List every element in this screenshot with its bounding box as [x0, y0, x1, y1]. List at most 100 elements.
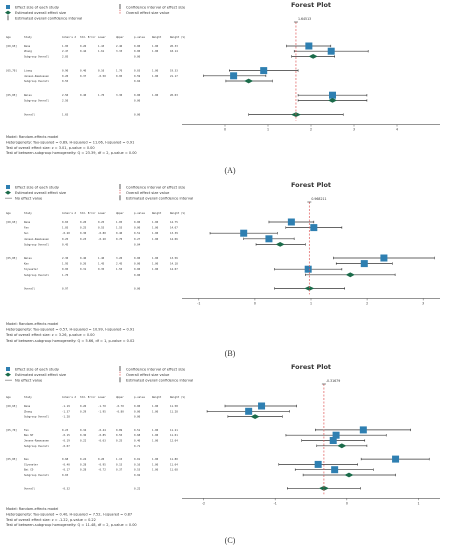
row-value: 0.65: [62, 220, 69, 224]
row-study-label: Kao: [24, 262, 29, 266]
forest-panel-c: Forest Plot Effect size of each study Esti…: [0, 362, 460, 550]
row-value: 1.00: [152, 93, 159, 97]
footer-text: Test of overall effect size: z = 3.01, p…: [5, 146, 95, 150]
row-value: 0.00: [134, 415, 141, 419]
row-value: 2.45: [116, 262, 123, 266]
row-value: 0.55: [98, 226, 105, 230]
subgroup-diamond-marker: [275, 242, 285, 247]
row-group-label: [65,85]: [6, 457, 17, 461]
row-study-label: Zhang: [24, 49, 32, 53]
study-effect-marker: [359, 426, 367, 434]
row-value: 1.45: [98, 262, 105, 266]
legend-label: Confidence interval of effect size: [126, 186, 186, 190]
row-value: -1.70: [98, 404, 106, 408]
row-value: 0.37: [80, 74, 87, 78]
row-value: 2.30: [62, 256, 69, 260]
column-header: Lower: [98, 395, 106, 399]
chart-title: Forest Plot: [291, 181, 331, 189]
column-header: Weight (%): [170, 35, 186, 39]
row-value: 1.70: [98, 93, 105, 97]
footer-text: Model: Random-effects model: [6, 135, 58, 139]
row-group-label: [60,65]: [6, 220, 17, 224]
column-header: Cohen's d: [62, 211, 76, 215]
row-value: 1.00: [152, 433, 159, 437]
study-effect-marker: [314, 460, 322, 468]
row-value: 2.05: [62, 54, 69, 58]
row-value: 0.70: [116, 237, 123, 241]
row-value: 0.37: [116, 468, 123, 472]
footer-text: Model: Random-effects model: [6, 507, 58, 511]
row-study-label: Subgroup Overall: [24, 98, 49, 102]
row-value: 0.90: [62, 69, 69, 73]
x-tick-label: -2: [202, 501, 205, 505]
row-value: 11.58: [170, 404, 178, 408]
row-study-label: Jensen-Rasmussen: [24, 439, 49, 443]
row-value: 1.00: [152, 262, 159, 266]
row-value: 1.40: [98, 256, 105, 260]
row-value: 1.00: [152, 468, 159, 472]
x-tick-label: 0: [346, 501, 348, 505]
x-tick-label: 0: [224, 128, 226, 132]
row-value: 0.25: [62, 237, 69, 241]
column-header: Age: [6, 211, 11, 215]
row-value: 0.34: [80, 428, 87, 432]
row-value: -1.28: [62, 415, 70, 419]
study-effect-marker: [305, 42, 313, 50]
x-tick-label: -1: [197, 301, 200, 305]
footer-text: Test of between-subgroup homogeneity: Q …: [5, 523, 137, 527]
row-value: 1.00: [152, 69, 159, 73]
legend-diamond-icon: [5, 372, 11, 377]
overall-effect-value: -0.31679: [326, 379, 340, 383]
row-value: 0.25: [98, 220, 105, 224]
row-value: 1.00: [152, 409, 159, 413]
study-effect-marker: [287, 218, 295, 226]
legend-diamond-icon: [5, 10, 11, 15]
study-effect-marker: [329, 437, 337, 444]
row-value: 0.25: [116, 439, 123, 443]
row-value: 1.00: [152, 231, 159, 235]
overall-diamond-marker: [304, 286, 315, 291]
x-tick-label: -1: [274, 501, 277, 505]
subgroup-diamond-marker: [308, 54, 318, 59]
row-study-label: Zhang: [24, 409, 32, 413]
row-value: 20.03: [170, 93, 178, 97]
row-value: 0.40: [116, 231, 123, 235]
subgroup-diamond-marker: [250, 414, 260, 419]
x-tick-label: 3: [422, 301, 424, 305]
row-value: 0.31: [80, 267, 87, 271]
row-value: 0.26: [80, 404, 87, 408]
subgroup-diamond-marker: [328, 98, 337, 103]
panel-label-c: (C): [224, 536, 236, 545]
row-study-label: Rana: [24, 220, 31, 224]
legend-label: Estimated overall confidence interval: [126, 197, 193, 201]
row-value: 2.47: [62, 49, 69, 53]
row-value: 0.00: [134, 256, 141, 260]
row-value: -0.20: [62, 231, 70, 235]
row-value: 11.68: [170, 468, 178, 472]
study-effect-marker: [304, 265, 312, 273]
row-value: 14.07: [170, 267, 178, 271]
row-study-label: Weiss: [24, 256, 32, 260]
row-group-label: [60,65]: [6, 404, 17, 408]
footer-text: Heterogeneity: Tau-squared = 0.89, H-squ…: [6, 140, 134, 144]
column-header: Upper: [116, 395, 124, 399]
legend-label: Estimated overall confidence interval: [15, 17, 82, 21]
row-study-label: Overall: [24, 286, 35, 290]
study-effect-marker: [392, 455, 400, 463]
column-header: Std. Error: [80, 211, 96, 215]
row-study-label: Subgroup Overall: [24, 415, 49, 419]
column-header: Cohen's d: [62, 395, 76, 399]
row-value: 11.64: [170, 462, 178, 466]
row-value: 1.95: [62, 44, 69, 48]
column-header: Weight (%): [170, 395, 186, 399]
forest-panel-b: Forest Plot Effect size of each study Esti…: [0, 180, 460, 362]
legend-label: Confidence interval of effect size: [126, 6, 186, 10]
row-value: 0.46: [80, 256, 87, 260]
legend-label: No effect value: [15, 379, 43, 383]
row-study-label: Subgroup Overall: [24, 273, 49, 277]
row-value: -0.50: [98, 74, 106, 78]
study-effect-marker: [331, 466, 339, 474]
